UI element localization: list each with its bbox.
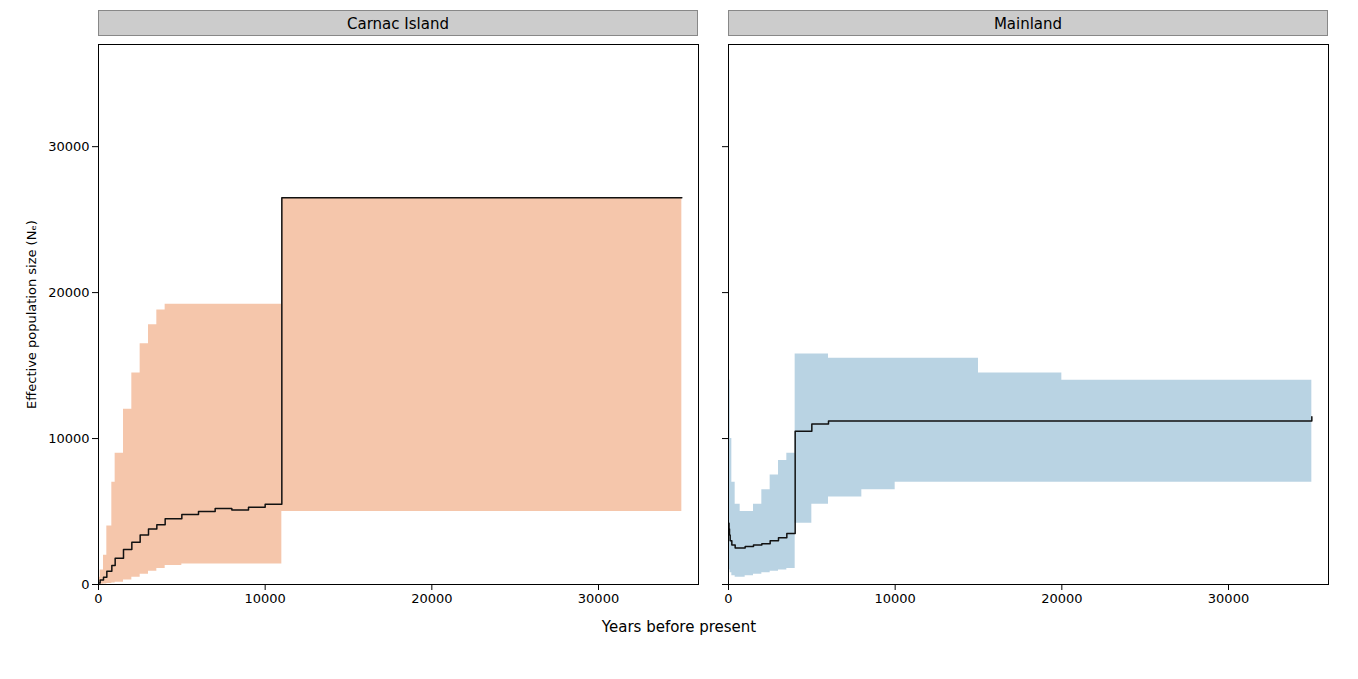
svg-text:Effective population size (Nₑ): Effective population size (Nₑ)	[24, 220, 39, 409]
html-text:Years before present: Years before present	[601, 618, 757, 636]
svg-text:20000: 20000	[48, 285, 89, 300]
svg-text:0: 0	[81, 577, 89, 592]
svg-text:0: 0	[94, 591, 102, 606]
svg-text:20000: 20000	[411, 591, 452, 606]
svg-text:20000: 20000	[1041, 591, 1082, 606]
svg-text:10000: 10000	[874, 591, 915, 606]
html-text:Carnac Island: Carnac Island	[347, 15, 449, 33]
svg-text:10000: 10000	[244, 591, 285, 606]
svg-text:30000: 30000	[48, 139, 89, 154]
svg-text:30000: 30000	[578, 591, 619, 606]
svg-text:30000: 30000	[1208, 591, 1249, 606]
svg-text:10000: 10000	[48, 431, 89, 446]
svg-text:0: 0	[724, 591, 732, 606]
html-text:Mainland: Mainland	[993, 15, 1063, 33]
